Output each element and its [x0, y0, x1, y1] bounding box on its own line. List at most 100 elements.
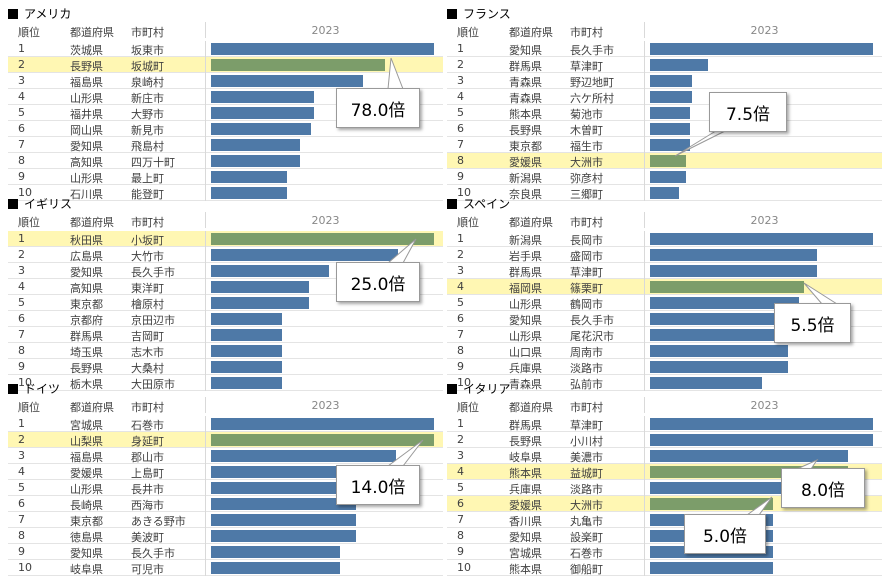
prefecture-cell: 青森県 [509, 76, 542, 89]
table-row: 3 青森県 野辺地町 [447, 73, 882, 89]
municipality-cell: 坂東市 [131, 44, 164, 57]
municipality-cell: 長岡市 [570, 234, 603, 247]
table-row: 3 福島県 泉崎村 [8, 73, 443, 89]
table-row: 9 宮城県 石巻市 [447, 544, 882, 560]
bar [650, 43, 873, 55]
table-row: 7 山形県 尾花沢市 [447, 327, 882, 343]
table-row: 8 埼玉県 志木市 [8, 343, 443, 359]
column-divider [205, 231, 206, 247]
rank-cell: 9 [457, 360, 464, 373]
column-divider [644, 231, 645, 247]
table-header: 順位 都道府県 市町村 2023 [447, 212, 882, 229]
square-bullet-icon [447, 384, 457, 394]
table-row: 2 広島県 大竹市 [8, 247, 443, 263]
header-rank: 順位 [18, 26, 40, 39]
rank-cell: 4 [18, 280, 25, 293]
table-row: 1 茨城県 坂東市 [8, 41, 443, 57]
header-prefecture: 都道府県 [70, 26, 114, 39]
column-divider [205, 311, 206, 327]
column-divider [205, 327, 206, 343]
column-divider [205, 448, 206, 464]
column-divider [644, 41, 645, 57]
prefecture-cell: 山梨県 [70, 435, 103, 448]
prefecture-cell: 兵庫県 [509, 483, 542, 496]
bar [650, 434, 873, 446]
column-divider [205, 512, 206, 528]
municipality-cell: 草津町 [570, 266, 603, 279]
column-divider [644, 185, 645, 201]
table-row: 5 東京都 檜原村 [8, 295, 443, 311]
header-year: 2023 [311, 214, 340, 227]
header-municipality: 市町村 [131, 26, 164, 39]
column-divider [205, 105, 206, 121]
column-divider [205, 343, 206, 359]
municipality-cell: 小坂町 [131, 234, 164, 247]
header-year: 2023 [750, 399, 779, 412]
table-row: 7 香川県 丸亀市 [447, 512, 882, 528]
table-row: 9 兵庫県 淡路市 [447, 359, 882, 375]
prefecture-cell: 広島県 [70, 250, 103, 263]
municipality-cell: 志木市 [131, 346, 164, 359]
bar [211, 123, 311, 135]
municipality-cell: 長久手市 [131, 266, 175, 279]
municipality-cell: 六ケ所村 [570, 92, 614, 105]
column-divider [644, 327, 645, 343]
table-row: 8 愛媛県 大洲市 [447, 153, 882, 169]
table-row: 5 熊本県 菊池市 [447, 105, 882, 121]
prefecture-cell: 青森県 [509, 378, 542, 391]
rank-cell: 10 [457, 561, 471, 574]
rank-cell: 3 [457, 264, 464, 277]
chart-panel-1: アメリカ 順位 都道府県 市町村 2023 1 茨城県 坂東市 2 長野県 坂城町 3 福島県 泉崎村 4 山… [8, 5, 443, 201]
header-municipality: 市町村 [570, 401, 603, 414]
column-divider [205, 153, 206, 169]
chart-panel-4: スペイン 順位 都道府県 市町村 2023 1 新潟県 長岡市 2 岩手県 盛岡市 3 群馬県 草津町 4 福… [447, 195, 882, 391]
column-divider [205, 89, 206, 105]
panel-title-text: イタリア [463, 382, 511, 396]
municipality-cell: 飛島村 [131, 140, 164, 153]
bar [211, 434, 434, 446]
bar [211, 59, 385, 71]
prefecture-cell: 山口県 [509, 346, 542, 359]
prefecture-cell: 岩手県 [509, 250, 542, 263]
bar [211, 546, 340, 558]
rank-cell: 9 [18, 170, 25, 183]
column-divider [644, 496, 645, 512]
municipality-cell: 御船町 [570, 563, 603, 576]
municipality-cell: 三郷町 [570, 188, 603, 201]
municipality-cell: 大桑村 [131, 362, 164, 375]
prefecture-cell: 石川県 [70, 188, 103, 201]
rank-cell: 6 [457, 497, 464, 510]
table-row: 9 長野県 大桑村 [8, 359, 443, 375]
municipality-cell: 能登町 [131, 188, 164, 201]
municipality-cell: 弥彦村 [570, 172, 603, 185]
municipality-cell: 木曽町 [570, 124, 603, 137]
prefecture-cell: 長野県 [70, 362, 103, 375]
prefecture-cell: 熊本県 [509, 467, 542, 480]
table-row: 2 長野県 小川村 [447, 432, 882, 448]
municipality-cell: 長久手市 [131, 547, 175, 560]
municipality-cell: 最上町 [131, 172, 164, 185]
rank-cell: 8 [18, 154, 25, 167]
column-divider [205, 22, 206, 38]
municipality-cell: 野辺地町 [570, 76, 614, 89]
rank-cell: 10 [18, 561, 32, 574]
prefecture-cell: 熊本県 [509, 108, 542, 121]
municipality-cell: 長井市 [131, 483, 164, 496]
column-divider [205, 212, 206, 228]
prefecture-cell: 青森県 [509, 92, 542, 105]
prefecture-cell: 高知県 [70, 282, 103, 295]
table-row: 9 愛知県 長久手市 [8, 544, 443, 560]
municipality-cell: 淡路市 [570, 362, 603, 375]
bar [650, 233, 873, 245]
prefecture-cell: 山形県 [509, 330, 542, 343]
prefecture-cell: 高知県 [70, 156, 103, 169]
rank-cell: 1 [457, 232, 464, 245]
rank-cell: 4 [457, 90, 464, 103]
rank-cell: 8 [18, 529, 25, 542]
prefecture-cell: 愛知県 [70, 140, 103, 153]
table-row: 4 愛媛県 上島町 [8, 464, 443, 480]
rank-cell: 2 [457, 248, 464, 261]
panel-title-text: フランス [463, 7, 511, 21]
table-row: 10 岐阜県 可児市 [8, 560, 443, 576]
rank-cell: 8 [457, 529, 464, 542]
